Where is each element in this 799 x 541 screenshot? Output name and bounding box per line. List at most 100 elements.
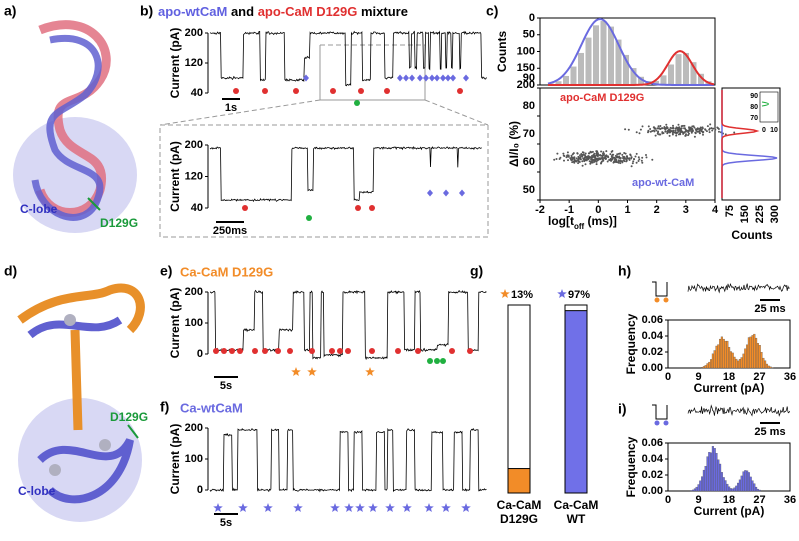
fit-curve bbox=[721, 90, 760, 198]
value-label: 97% bbox=[568, 289, 590, 301]
hist-bar bbox=[753, 483, 756, 492]
y-tick-label: 50 bbox=[523, 29, 535, 41]
scatter-dot bbox=[661, 131, 664, 134]
y-tick-label: 200 bbox=[185, 139, 203, 151]
scatter-dot bbox=[555, 158, 558, 160]
scatter-dot bbox=[592, 154, 595, 156]
scatter-dot bbox=[671, 133, 674, 136]
scale-label: 5s bbox=[220, 380, 232, 392]
event-marker bbox=[369, 348, 375, 354]
scatter-dot bbox=[632, 160, 635, 163]
hist-bar bbox=[753, 333, 756, 369]
scatter-dot bbox=[611, 153, 614, 156]
scatter-dot bbox=[630, 165, 633, 168]
scatter-dot bbox=[594, 157, 597, 160]
hist-bar bbox=[615, 39, 622, 85]
scatter-dot bbox=[684, 134, 687, 137]
hist-bar bbox=[724, 340, 727, 369]
scatter-dot bbox=[637, 160, 640, 162]
hist-bar bbox=[719, 338, 722, 369]
axis-label: Current (pA) bbox=[168, 28, 182, 99]
event-marker bbox=[429, 74, 435, 82]
hist-bar bbox=[746, 470, 749, 492]
scatter-dot bbox=[569, 157, 572, 160]
scatter-dot bbox=[699, 126, 702, 129]
event-marker bbox=[463, 74, 469, 82]
y-tick-label: 200 bbox=[185, 286, 203, 298]
scatter-dot bbox=[697, 130, 700, 133]
scatter-dot bbox=[649, 130, 652, 133]
hist-bar bbox=[719, 463, 722, 492]
scatter-dot bbox=[583, 160, 586, 163]
x-tick-label: 9 bbox=[695, 371, 701, 383]
scatter-dot bbox=[571, 153, 574, 156]
hist-bar bbox=[758, 345, 761, 369]
panel-label: b) bbox=[140, 3, 153, 19]
scatter-dot bbox=[690, 127, 693, 130]
hist-bar bbox=[744, 348, 747, 369]
x-tick-label: 36 bbox=[784, 371, 796, 383]
axis-label: log[toff (ms)] bbox=[548, 214, 617, 230]
event-marker bbox=[424, 503, 434, 512]
scatter-dot bbox=[609, 153, 612, 156]
hist-bar bbox=[717, 459, 720, 492]
inset-tick: 90 bbox=[750, 93, 758, 100]
annotation: apo-wt-CaM bbox=[632, 177, 694, 189]
hist-bar bbox=[711, 446, 714, 492]
hist-bar bbox=[747, 472, 750, 492]
scatter-dot bbox=[704, 128, 707, 131]
y-tick-label: 0.02 bbox=[642, 346, 663, 358]
y-tick-label: 200 bbox=[517, 79, 535, 91]
scatter-dot bbox=[691, 129, 694, 132]
event-marker bbox=[368, 503, 378, 512]
event-marker bbox=[440, 358, 446, 364]
hist-bar bbox=[733, 356, 736, 369]
bar-frame bbox=[507, 304, 531, 494]
scatter-dot bbox=[595, 154, 598, 157]
y-tick-label: 200 bbox=[185, 27, 203, 39]
scatter-dot bbox=[654, 127, 657, 130]
scatter-dot bbox=[635, 152, 638, 155]
scale-label: 25 ms bbox=[754, 426, 785, 438]
y-tick-label: 0.00 bbox=[642, 362, 663, 374]
scatter-dot bbox=[672, 129, 675, 132]
scatter-dot bbox=[688, 127, 691, 130]
event-marker bbox=[397, 74, 403, 82]
event-marker bbox=[402, 503, 412, 512]
x-tick-label: 0 bbox=[665, 371, 671, 383]
scatter-dot bbox=[633, 158, 635, 160]
inset-tick: 0 bbox=[762, 127, 766, 134]
x-tick-label: Ca-CaM bbox=[497, 498, 542, 512]
scatter-dot bbox=[665, 123, 668, 126]
hist-bar bbox=[701, 476, 704, 492]
event-marker bbox=[213, 348, 219, 354]
hist-bar bbox=[697, 484, 700, 492]
hist-bar bbox=[735, 358, 738, 369]
event-marker bbox=[291, 367, 301, 376]
scatter-dot bbox=[599, 157, 602, 160]
annotation: C-lobe bbox=[18, 484, 56, 498]
x-tick-label: 2 bbox=[654, 204, 660, 216]
scatter-dot bbox=[675, 134, 678, 137]
scatter-dot bbox=[600, 161, 603, 164]
scatter-dot bbox=[637, 156, 640, 159]
scatter-dot bbox=[587, 155, 590, 158]
scatter-dot bbox=[575, 157, 578, 160]
scatter-dot bbox=[626, 157, 629, 160]
scatter-dot bbox=[680, 129, 683, 132]
hist-bar bbox=[751, 480, 754, 492]
hist-bar bbox=[720, 472, 723, 492]
hist-bar bbox=[755, 486, 758, 492]
hist-bar bbox=[756, 343, 759, 369]
x-tick-label: Ca-CaM bbox=[554, 498, 599, 512]
scatter-dot bbox=[610, 159, 613, 162]
hist-bar bbox=[749, 336, 752, 369]
axis-label: Current (pA) bbox=[694, 504, 765, 518]
panel-label: f) bbox=[160, 399, 169, 415]
event-marker bbox=[355, 503, 365, 512]
hist-bar bbox=[623, 54, 629, 85]
x-tick-label: D129G bbox=[500, 512, 538, 526]
scatter-dot bbox=[621, 160, 624, 163]
event-marker bbox=[654, 297, 660, 303]
event-marker bbox=[450, 74, 456, 82]
